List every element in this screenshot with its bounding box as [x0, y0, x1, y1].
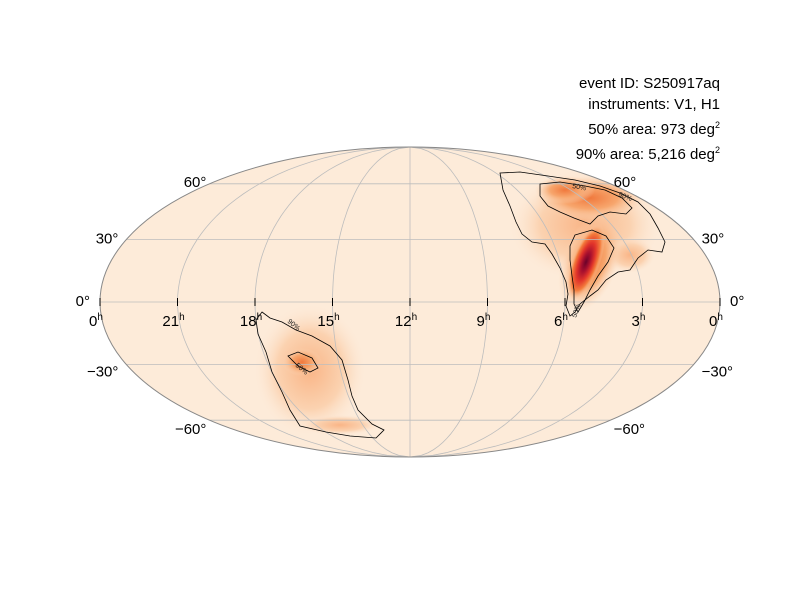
probability-heatmap	[255, 170, 660, 435]
dec-label-right: 60°	[614, 174, 637, 191]
area-50-value: 50% area: 973 deg	[588, 121, 715, 138]
dec-axis-labels: 60° 60° 30° 30° 0° 0° −30° −30° −60° −60°	[76, 174, 745, 438]
dec-label-left: 60°	[184, 174, 207, 191]
contour-label-50-north: 50%	[572, 183, 587, 192]
contour-90-south	[255, 311, 385, 439]
contour-label-50-peak: 50%	[571, 303, 582, 319]
area-90: 90% area: 5,216 deg2	[576, 140, 720, 165]
area-50: 50% area: 973 deg2	[576, 115, 720, 140]
contour-50-north-upper	[539, 181, 633, 225]
event-id: event ID: S250917aq	[579, 75, 720, 92]
dec-label-right: 30°	[702, 230, 725, 247]
heat-region-south-core	[282, 348, 322, 376]
ra-label: 0h	[89, 312, 103, 330]
dec-label-right: −60°	[614, 421, 645, 438]
dec-label-right: −30°	[702, 364, 733, 381]
heat-region-north-upper-b	[535, 176, 595, 204]
contour-90-north	[499, 171, 666, 317]
instruments: instruments: V1, H1	[588, 96, 720, 113]
event-info-panel: event ID: S250917aq instruments: V1, H1 …	[576, 73, 720, 165]
contours	[255, 171, 666, 439]
dec-label-left: −30°	[87, 364, 118, 381]
dec-label-right: 0°	[730, 293, 744, 310]
contour-label-90-north: 90%	[617, 191, 633, 203]
heat-peak	[567, 224, 605, 300]
ra-label: 0h	[709, 312, 723, 330]
area-50-unit-sup: 2	[714, 120, 720, 130]
contour-50-south	[287, 351, 319, 373]
dec-label-left: 0°	[76, 293, 90, 310]
area-90-value: 90% area: 5,216 deg	[575, 146, 715, 163]
area-90-unit-sup: 2	[714, 145, 720, 155]
contour-50-north-peak	[569, 229, 615, 313]
dec-label-left: 30°	[96, 230, 119, 247]
dec-label-left: −60°	[175, 421, 206, 438]
